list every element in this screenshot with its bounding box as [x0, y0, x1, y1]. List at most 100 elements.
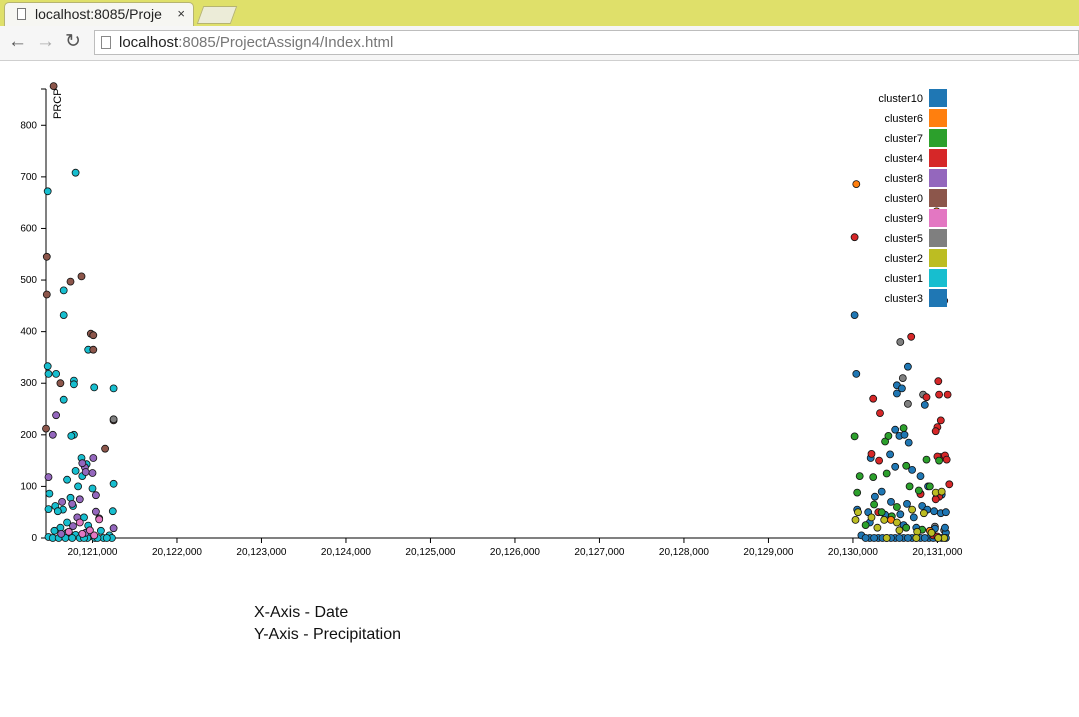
page-icon — [101, 36, 111, 49]
data-point-cluster7 — [881, 437, 889, 446]
legend-swatch — [929, 229, 947, 247]
y-tick-label: 400 — [20, 327, 37, 338]
data-point-cluster2 — [893, 518, 901, 527]
y-axis-label: PRCP — [52, 88, 64, 119]
data-point-cluster8 — [88, 469, 97, 477]
data-point-cluster5 — [898, 374, 907, 383]
legend-swatch — [929, 269, 947, 287]
data-point-cluster4 — [934, 377, 943, 386]
data-point-cluster1 — [109, 384, 118, 393]
data-point-cluster1 — [63, 475, 71, 484]
back-arrow-icon[interactable]: ← — [8, 31, 27, 52]
data-point-cluster10 — [941, 523, 949, 532]
close-icon[interactable]: × — [177, 6, 185, 21]
data-point-cluster7 — [893, 503, 901, 511]
data-point-cluster10 — [900, 430, 909, 439]
data-point-cluster10 — [877, 487, 886, 496]
legend-swatch — [929, 129, 947, 147]
data-point-cluster7 — [855, 472, 864, 481]
data-point-cluster2 — [867, 513, 876, 522]
legend-label: cluster4 — [884, 153, 923, 165]
data-point-cluster6 — [852, 180, 861, 188]
data-point-cluster9 — [64, 527, 73, 536]
data-point-cluster9 — [95, 515, 104, 524]
data-point-cluster1 — [88, 484, 97, 493]
data-point-cluster1 — [74, 482, 82, 491]
data-point-cluster10 — [895, 534, 904, 542]
data-point-cluster1 — [44, 505, 53, 514]
data-point-cluster1 — [59, 311, 68, 320]
data-point-cluster7 — [869, 473, 878, 482]
data-point-cluster7 — [935, 456, 943, 465]
data-point-cluster8 — [52, 411, 60, 420]
data-point-cluster2 — [937, 487, 946, 496]
legend: cluster10 cluster6 cluster7 cluster4 cluster… — [878, 89, 947, 307]
y-tick-label: 800 — [20, 120, 37, 131]
data-point-cluster2 — [895, 526, 904, 535]
data-point-cluster1 — [52, 369, 60, 378]
data-point-cluster7 — [884, 431, 893, 440]
data-point-cluster4 — [867, 449, 876, 458]
reload-icon[interactable]: ↻ — [65, 31, 81, 52]
data-point-cluster2 — [908, 505, 916, 514]
data-point-cluster7 — [902, 461, 911, 470]
new-tab-button[interactable] — [196, 6, 238, 24]
data-point-cluster1 — [102, 534, 111, 542]
data-point-cluster7 — [902, 523, 911, 532]
data-point-cluster4 — [945, 480, 954, 489]
data-point-cluster1 — [53, 507, 62, 516]
data-point-cluster7 — [922, 455, 931, 464]
legend-label: cluster7 — [884, 133, 923, 145]
data-point-cluster0 — [49, 82, 58, 91]
data-point-cluster8 — [69, 522, 77, 531]
data-point-cluster4 — [942, 455, 951, 464]
x-tick-label: 20,130,000 — [828, 547, 878, 558]
legend-label: cluster9 — [884, 213, 923, 225]
x-tick-label: 20,126,000 — [490, 547, 540, 558]
x-tick-label: 20,131,000 — [912, 547, 962, 558]
legend-swatch — [929, 189, 947, 207]
data-point-cluster4 — [931, 495, 940, 504]
data-point-cluster0 — [42, 424, 50, 433]
y-axis-caption: Y-Axis - Precipitation — [254, 626, 402, 643]
data-point-cluster2 — [934, 534, 943, 542]
data-point-cluster10 — [904, 438, 913, 447]
data-point-cluster2 — [854, 508, 862, 517]
legend-swatch — [929, 89, 947, 107]
data-point-cluster2 — [851, 515, 860, 524]
data-point-cluster1 — [59, 286, 68, 295]
y-tick-label: 200 — [20, 430, 37, 441]
url-text[interactable]: localhost:8085/ProjectAssign4/Index.html — [119, 34, 393, 51]
data-point-cluster10 — [891, 425, 900, 434]
data-point-cluster0 — [101, 444, 109, 453]
data-point-cluster10 — [920, 534, 929, 542]
data-point-cluster2 — [920, 509, 928, 518]
forward-arrow-icon[interactable]: → — [36, 31, 55, 52]
data-point-cluster10 — [909, 513, 918, 522]
data-point-cluster4 — [907, 332, 916, 341]
x-tick-label: 20,123,000 — [236, 547, 286, 558]
data-point-cluster8 — [68, 499, 77, 508]
data-point-cluster1 — [43, 362, 52, 371]
x-tick-label: 20,121,000 — [67, 547, 117, 558]
data-point-cluster4 — [875, 456, 883, 465]
data-point-cluster8 — [58, 497, 66, 506]
tab-strip: localhost:8085/Proje × — [0, 0, 1079, 26]
data-point-cluster0 — [77, 272, 86, 281]
legend-label: cluster6 — [884, 113, 923, 125]
legend-label: cluster2 — [884, 253, 923, 265]
tab-title: localhost:8085/Proje — [35, 6, 162, 22]
data-point-cluster7 — [914, 486, 923, 495]
data-point-cluster4 — [922, 393, 931, 402]
address-bar[interactable]: localhost:8085/ProjectAssign4/Index.html — [94, 30, 1079, 55]
data-point-cluster7 — [925, 482, 934, 491]
data-point-cluster10 — [887, 497, 895, 506]
x-tick-label: 20,128,000 — [659, 547, 709, 558]
data-point-cluster10 — [904, 534, 912, 542]
x-axis-caption: X-Axis - Date — [254, 604, 349, 621]
legend-label: cluster8 — [884, 173, 923, 185]
data-point-cluster0 — [89, 345, 98, 354]
browser-tab[interactable]: localhost:8085/Proje × — [4, 2, 194, 26]
legend-swatch — [929, 249, 947, 267]
data-point-cluster10 — [893, 389, 901, 398]
